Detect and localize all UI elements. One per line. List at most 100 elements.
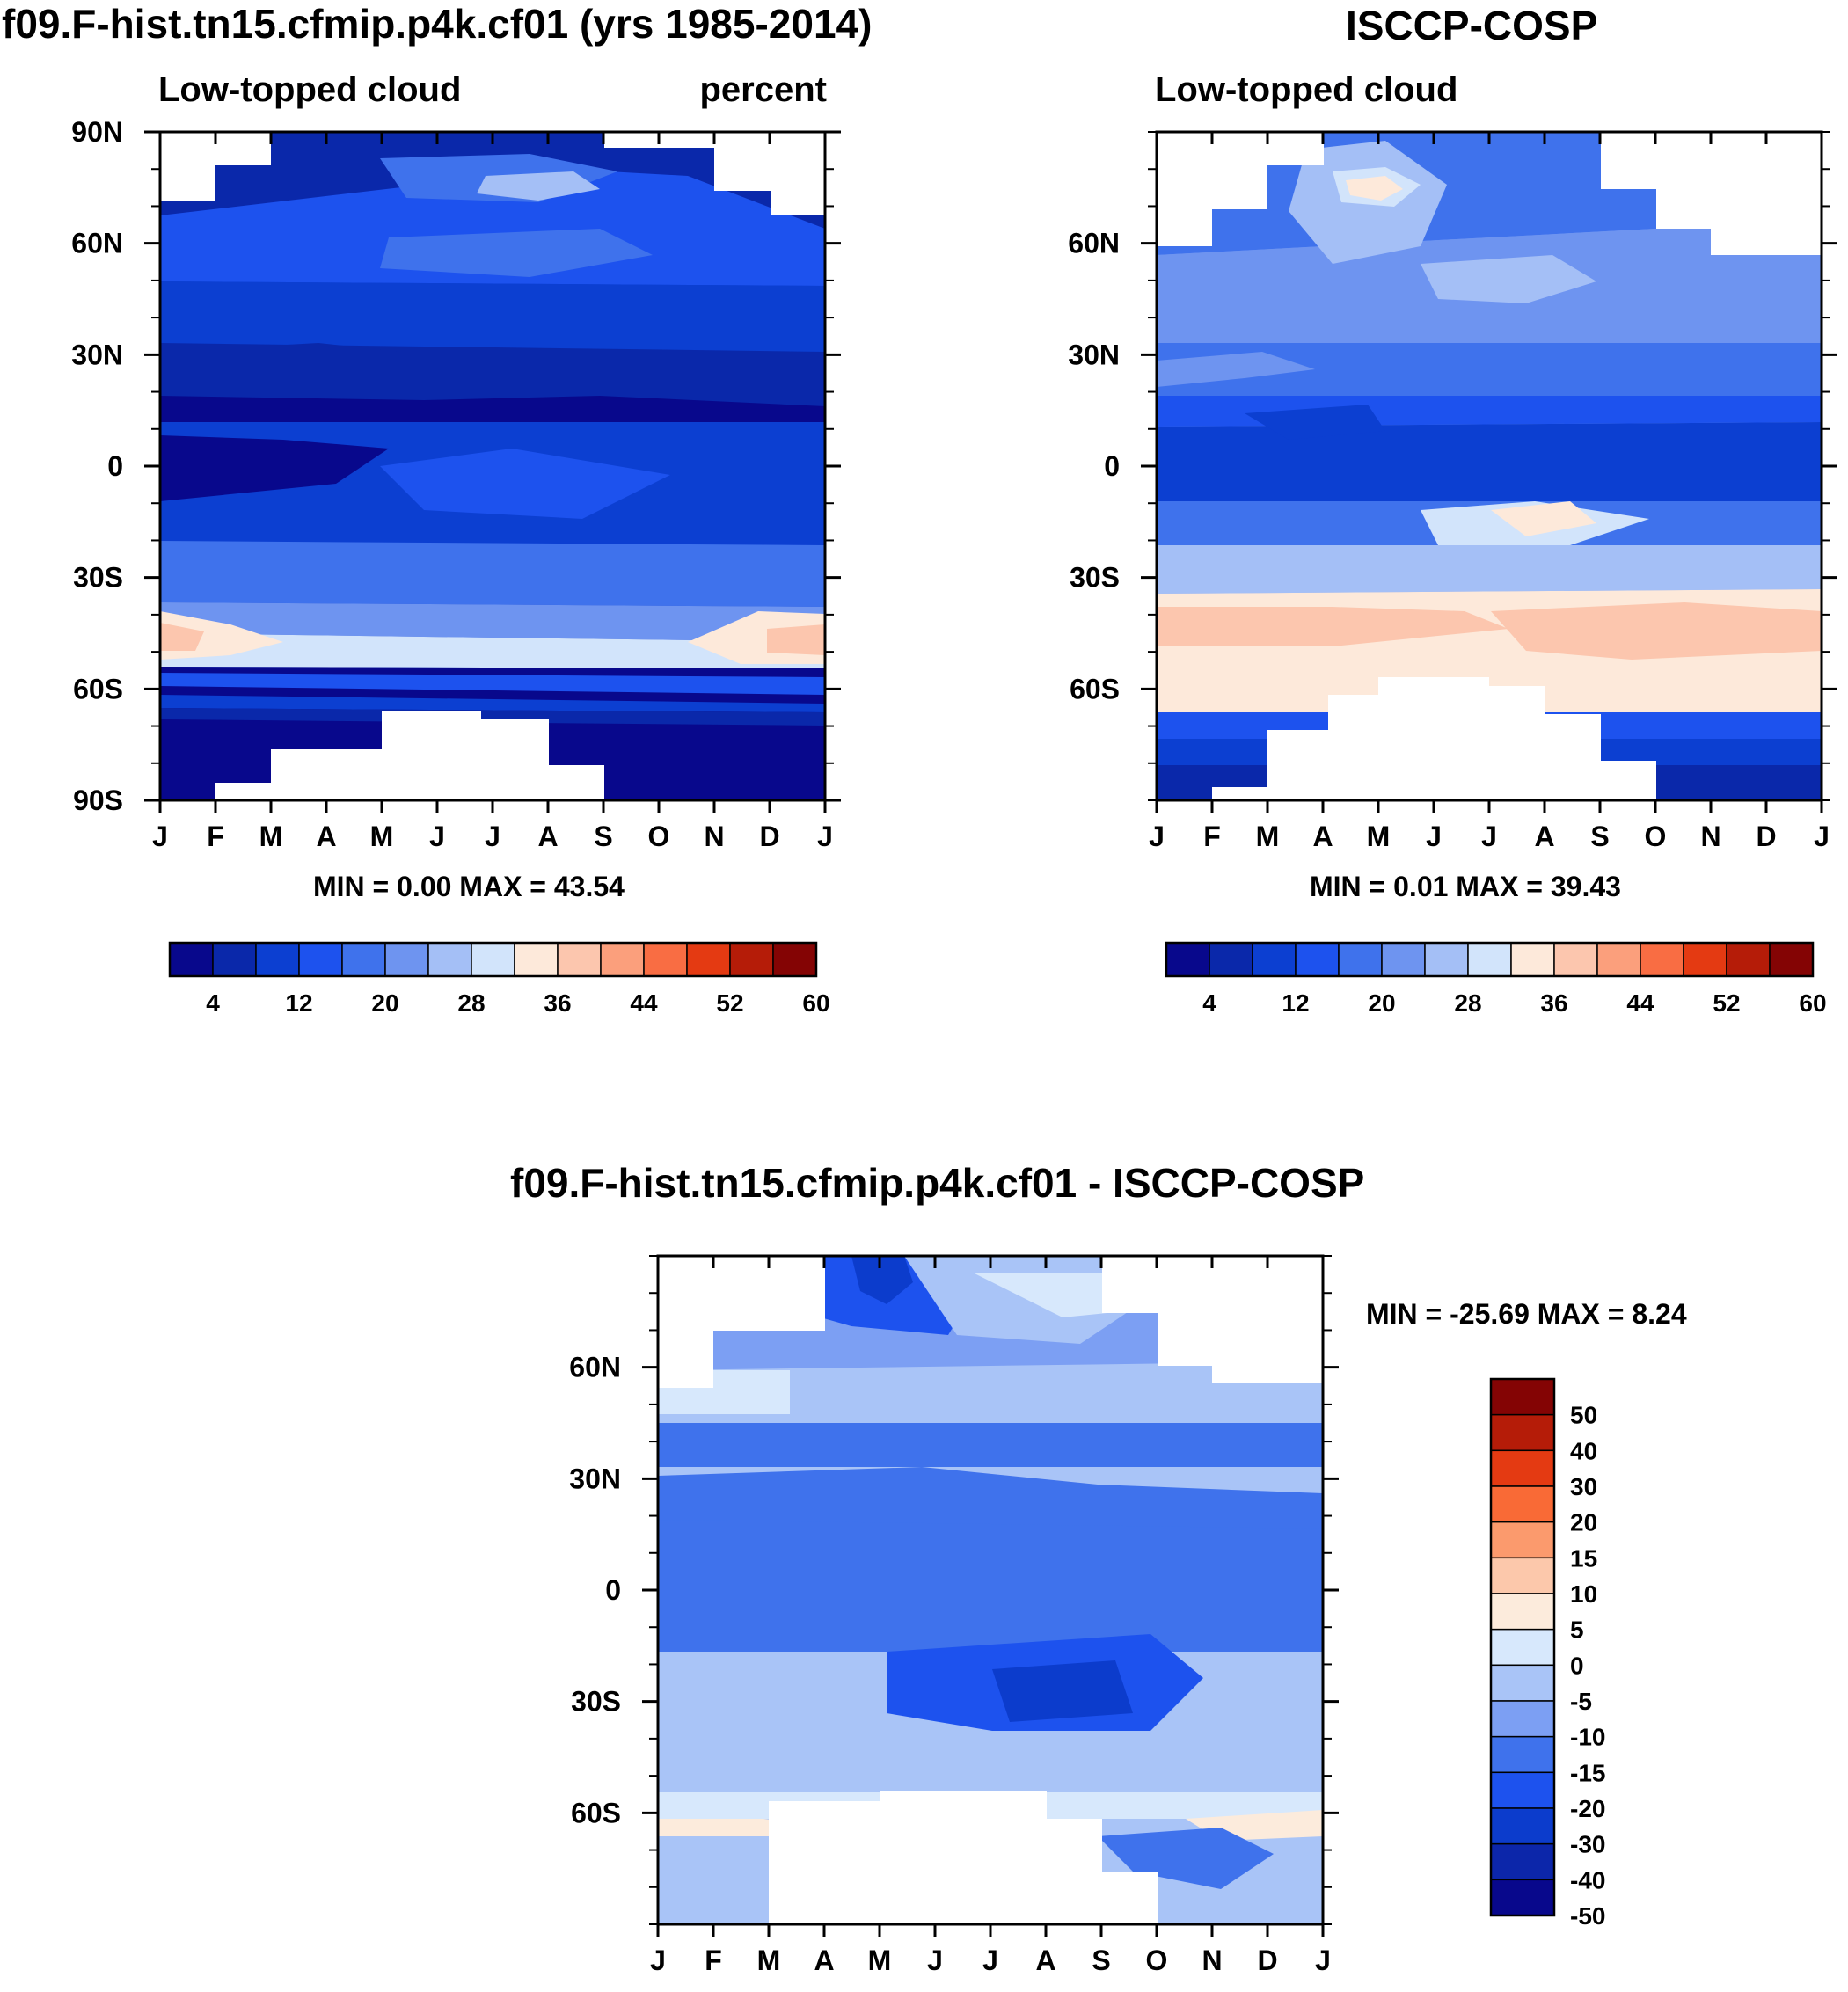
panel3-xtick-label: J <box>650 1945 666 1976</box>
panel2-minmax: MIN = 0.01 MAX = 39.43 <box>1310 871 1621 902</box>
panel2-colorbar-label: 52 <box>1713 989 1740 1017</box>
panel2-mask-region <box>1157 132 1324 246</box>
panel3-colorbar-swatch <box>1490 1807 1555 1845</box>
panel1-band <box>160 281 825 352</box>
panel3-colorbar-swatch <box>1490 1413 1555 1452</box>
panel2-mask-region <box>1212 677 1656 800</box>
panel2-colorbar-swatch <box>1209 942 1253 977</box>
panel1-xtick-label: N <box>704 821 724 852</box>
panel3-colorbar-swatch <box>1490 1628 1555 1667</box>
panel2-colorbar-swatch <box>1596 942 1641 977</box>
panel3-colorbar-label: 10 <box>1570 1580 1597 1608</box>
panel1-xtick-label: M <box>259 821 283 852</box>
panel2-xtick-label: O <box>1645 821 1667 852</box>
panel2-colorbar-swatch <box>1467 942 1512 977</box>
panel2-colorbar-swatch <box>1769 942 1814 977</box>
panel1-feature <box>380 229 653 277</box>
panel2-colorbar-label: 12 <box>1282 989 1309 1017</box>
panel2-ytick-label: 60S <box>1070 673 1120 704</box>
panel2-colorbar-swatch <box>1683 942 1727 977</box>
panel2-xtick-label: J <box>1481 821 1497 852</box>
panel2-xtick-label: S <box>1590 821 1609 852</box>
panel2-band <box>1157 396 1822 427</box>
panel1-colorbar-label: 20 <box>371 989 398 1017</box>
panel1-axes: J F M A M J J A S O N D J 90N 60N 30N 0 30S 60S 90S <box>71 116 841 852</box>
panel1-units-label: percent <box>699 70 828 109</box>
panel1-variable-label: Low-topped cloud <box>158 70 462 109</box>
panel3-colorbar-label: 15 <box>1570 1544 1597 1572</box>
panel1-ytick-label: 30S <box>73 562 123 594</box>
panel2-variable-label: Low-topped cloud <box>1155 70 1458 109</box>
panel2-band <box>1157 422 1822 501</box>
panel3-xtick-label: J <box>982 1945 998 1976</box>
panel2-ytick-label: 30S <box>1070 562 1120 594</box>
panel1-ytick-label: 90N <box>71 116 123 148</box>
panel3-mask-region <box>769 1791 1158 1924</box>
panel1-band <box>160 541 825 607</box>
panel2-colorbar-frame <box>1165 941 1815 978</box>
panel1-ytick-label: 30N <box>71 339 123 370</box>
panel1-feature <box>160 708 825 726</box>
panel1-colorbar-label: 60 <box>802 989 829 1017</box>
panel3-colorbar-label: 20 <box>1570 1509 1597 1536</box>
panel2-colorbar-swatch <box>1640 942 1684 977</box>
panel3-colorbar-swatch <box>1490 1449 1555 1487</box>
panel3-colorbar-swatch <box>1490 1700 1555 1738</box>
panel2-xtick-label: D <box>1756 821 1776 852</box>
panel3-colorbar-label: -10 <box>1570 1724 1605 1751</box>
panel1-colorbar-frame <box>168 941 818 978</box>
panel1-xtick-label: A <box>316 821 336 852</box>
panel1-mask-region <box>215 711 604 800</box>
panel1-mask-region <box>160 132 215 165</box>
panel3-mask-region <box>1102 1256 1323 1383</box>
panel1-xtick-label: A <box>537 821 558 852</box>
panel3-mask-region <box>658 1256 825 1388</box>
panel2-mask-region <box>1601 132 1822 255</box>
panel2-plot: J F M A M J J A S O N D J 60N 30N 0 30S 60S <box>1068 130 1837 852</box>
panel1-xtick-label: J <box>485 821 500 852</box>
panel1-colorbar-label: 28 <box>457 989 485 1017</box>
panel1-ytick-label: 60S <box>73 673 123 704</box>
panel1-mask-region <box>160 165 215 201</box>
panel3-xtick-label: S <box>1092 1945 1110 1976</box>
panel1-colorbar-label: 12 <box>285 989 312 1017</box>
panel2-colorbar-swatch <box>1295 942 1340 977</box>
panel1-feature <box>160 673 825 695</box>
panel3-ytick-label: 30N <box>569 1463 621 1494</box>
panel3-xtick-label: J <box>927 1945 943 1976</box>
panel1-colorbar-swatch <box>427 942 472 977</box>
panel1-xtick-label: O <box>648 821 670 852</box>
panel1-band <box>160 167 825 286</box>
panel3-colorbar-label: -30 <box>1570 1831 1605 1858</box>
panel2-band <box>1157 343 1822 396</box>
panel1-colorbar-swatch <box>686 942 731 977</box>
panel3-xtick-label: F <box>705 1945 722 1976</box>
panel2-feature <box>1491 602 1822 660</box>
panel1-feature <box>160 396 825 422</box>
panel3-xtick-label: N <box>1202 1945 1222 1976</box>
panel1-feature <box>160 343 825 387</box>
panel3-ytick-label: 60N <box>569 1352 621 1383</box>
panel3-colorbar-label: 30 <box>1570 1473 1597 1500</box>
panel3-xtick-label: J <box>1315 1945 1331 1976</box>
panel3-xtick-label: A <box>1035 1945 1055 1976</box>
panel1-colorbar: 4 12 20 28 36 44 52 60 <box>168 941 830 1017</box>
panel2-contour-fill <box>1157 132 1822 800</box>
panel1-colorbar-swatch <box>341 942 386 977</box>
panel1-colorbar-swatch <box>212 942 257 977</box>
panel1-feature <box>380 449 670 519</box>
panel1-colorbar-swatch <box>600 942 645 977</box>
panel1-xtick-label: S <box>594 821 612 852</box>
panel2-ytick-label: 30N <box>1068 339 1120 370</box>
panel3-colorbar-label: 40 <box>1570 1437 1597 1464</box>
panel3-colorbar-swatch <box>1490 1485 1555 1523</box>
panel1-colorbar-swatch <box>255 942 300 977</box>
panel2-axes: J F M A M J J A S O N D J 60N 30N 0 30S 60S <box>1068 131 1837 852</box>
panel3-band <box>658 1520 1323 1652</box>
panel1-ytick-label: 0 <box>107 450 123 482</box>
panel2-feature <box>1245 405 1385 440</box>
panel2-xtick-label: F <box>1203 821 1221 852</box>
panel2-ytick-label: 0 <box>1104 450 1120 482</box>
panel1-band <box>160 633 825 668</box>
